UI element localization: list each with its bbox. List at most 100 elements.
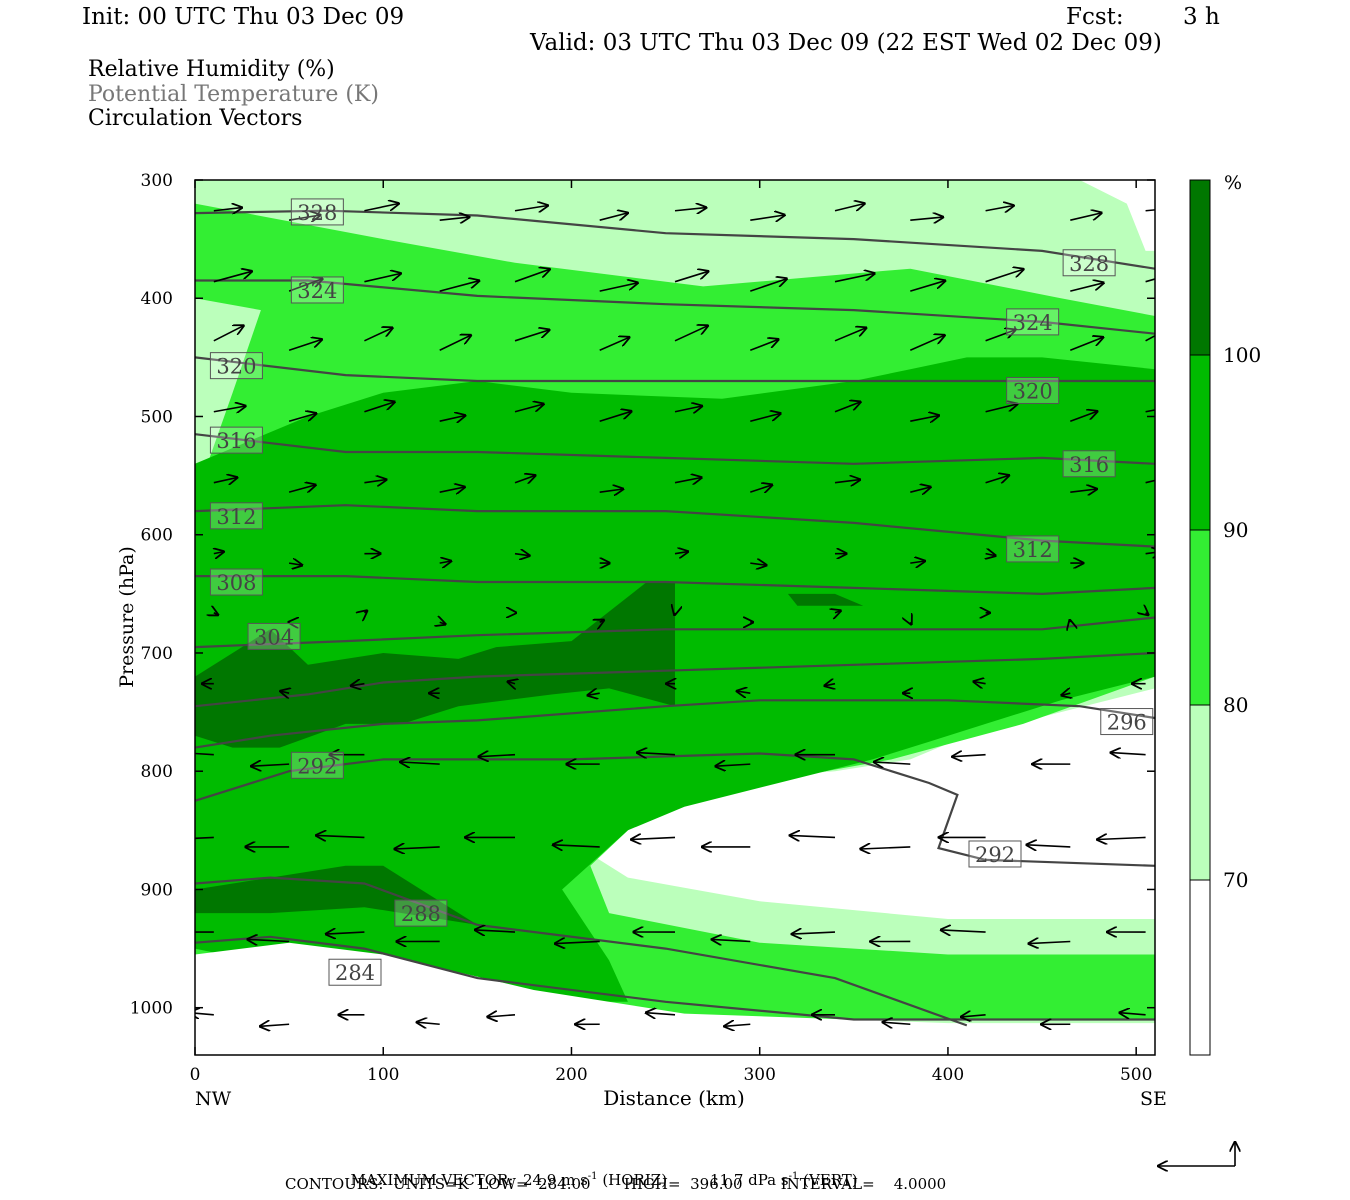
circulation-vector: [941, 930, 986, 932]
circulation-vector: [364, 273, 400, 283]
isentrope-316: [195, 433, 1155, 465]
circulation-vector: [417, 1022, 440, 1024]
circulation-vector: [910, 487, 930, 492]
circulation-vector: [599, 489, 623, 492]
isentrope-label-box: [247, 622, 301, 650]
x-tick-label: 500: [1120, 1065, 1152, 1085]
circulation-vector: [909, 335, 944, 352]
isentrope-label: 292: [297, 754, 337, 778]
circulation-vector: [364, 328, 392, 342]
forecast-hour: 3 h: [1183, 4, 1220, 30]
circulation-vector: [750, 413, 780, 422]
vert-unit: (VERT): [803, 1171, 858, 1189]
circulation-vector: [395, 847, 440, 849]
isentrope-label: 296: [1107, 711, 1147, 735]
isentrope-label-box: [1062, 450, 1116, 478]
circulation-vector: [588, 693, 600, 695]
circulation-vector: [280, 691, 289, 693]
isentrope-label-box: [1006, 376, 1060, 404]
circulation-vector: [1145, 209, 1155, 212]
circulation-vector: [514, 269, 550, 283]
colorbar-segment: [1190, 705, 1210, 880]
max-vector-line: MAXIMUM VECTOR: 24.9 m s-1 (HORIZ) 11.7 …: [341, 1157, 858, 1188]
circulation-vector: [716, 764, 751, 766]
y-tick-label: 800: [141, 762, 173, 782]
circulation-vector: [674, 208, 706, 211]
circulation-vector: [825, 684, 835, 686]
isentrope-300: [195, 651, 1155, 708]
isentrope-label-box: [1062, 249, 1116, 277]
circulation-vector: [479, 755, 516, 757]
circulation-vector: [834, 402, 861, 413]
isentrope-label: 320: [216, 355, 256, 379]
circulation-vector: [440, 622, 446, 624]
y-tick-label: 1000: [130, 999, 173, 1019]
circulation-vector: [834, 480, 860, 483]
horiz-unit: (HORIZ): [602, 1171, 668, 1189]
circulation-vector: [400, 762, 440, 764]
circulation-vector: [985, 269, 1024, 283]
circulation-vector: [974, 682, 986, 684]
max-vector-label: MAXIMUM VECTOR:: [350, 1171, 514, 1189]
y-axis-label: Pressure (hPa): [116, 546, 138, 688]
isentrope-320: [195, 356, 1155, 383]
circulation-vector: [674, 326, 708, 342]
circulation-vector: [637, 753, 676, 755]
circulation-vector: [834, 328, 866, 342]
horiz-max-value: 24.9 m s: [522, 1171, 588, 1189]
circulation-vector: [213, 271, 252, 283]
colorbar-unit: %: [1224, 172, 1242, 194]
circulation-vector: [439, 335, 471, 351]
circulation-vector: [874, 762, 911, 764]
colorbar-frame: [1189, 179, 1211, 1056]
circulation-vector: [213, 326, 244, 342]
isentrope-label-box: [209, 352, 263, 380]
colorbar-level-label: 70: [1223, 868, 1248, 892]
circulation-vector: [952, 755, 986, 757]
isentrope-296: [195, 699, 1155, 749]
y-tick-label: 900: [141, 880, 173, 900]
x-axis-label: Distance (km): [603, 1086, 745, 1110]
isentrope-label-box: [290, 198, 344, 226]
circulation-vector: [514, 206, 548, 211]
circulation-vector: [288, 279, 322, 292]
circulation-vector: [288, 215, 320, 220]
circulation-vector: [834, 273, 875, 283]
isentrope-label: 320: [1013, 379, 1053, 403]
isentrope-label-box: [328, 958, 382, 986]
circulation-vector: [600, 620, 604, 622]
rh-region-100+: [195, 865, 478, 925]
circulation-vector: [750, 485, 772, 492]
colorbar-segment: [1190, 180, 1210, 355]
valid-time: Valid: 03 UTC Thu 03 Dec 09 (22 EST Wed …: [530, 30, 1162, 56]
circulation-vector: [214, 552, 224, 554]
isentrope-label-box: [968, 840, 1022, 868]
vert-exponent: -1: [788, 1171, 799, 1182]
isentrope-304: [195, 616, 1155, 649]
circulation-vector: [288, 339, 322, 352]
circulation-vector: [288, 413, 316, 422]
circulation-vector: [1070, 489, 1097, 492]
circulation-vector: [599, 213, 628, 221]
circulation-vector: [1070, 213, 1101, 221]
isentrope-label: 324: [1013, 311, 1053, 335]
legend-potential-temperature: Potential Temperature (K): [88, 82, 379, 107]
circulation-vector: [364, 480, 386, 483]
isentrope-label: 308: [216, 571, 256, 595]
isentrope-292: [195, 752, 1155, 867]
circulation-vector: [961, 1015, 986, 1017]
circulation-vector: [1145, 409, 1155, 413]
rh-region-100+: [195, 582, 675, 748]
circulation-vector: [316, 835, 365, 837]
circulation-vector: [248, 939, 290, 941]
circulation-vector: [910, 281, 945, 292]
circulation-vector: [1029, 941, 1071, 943]
circulation-vector: [646, 1013, 676, 1015]
circulation-vector: [364, 204, 398, 212]
y-tick-label: 500: [141, 407, 173, 427]
circulation-vector: [631, 837, 676, 839]
circulation-vector: [750, 339, 778, 352]
circulation-vector: [1027, 845, 1071, 847]
circulation-vector: [1145, 552, 1155, 554]
circulation-vector: [439, 217, 470, 220]
